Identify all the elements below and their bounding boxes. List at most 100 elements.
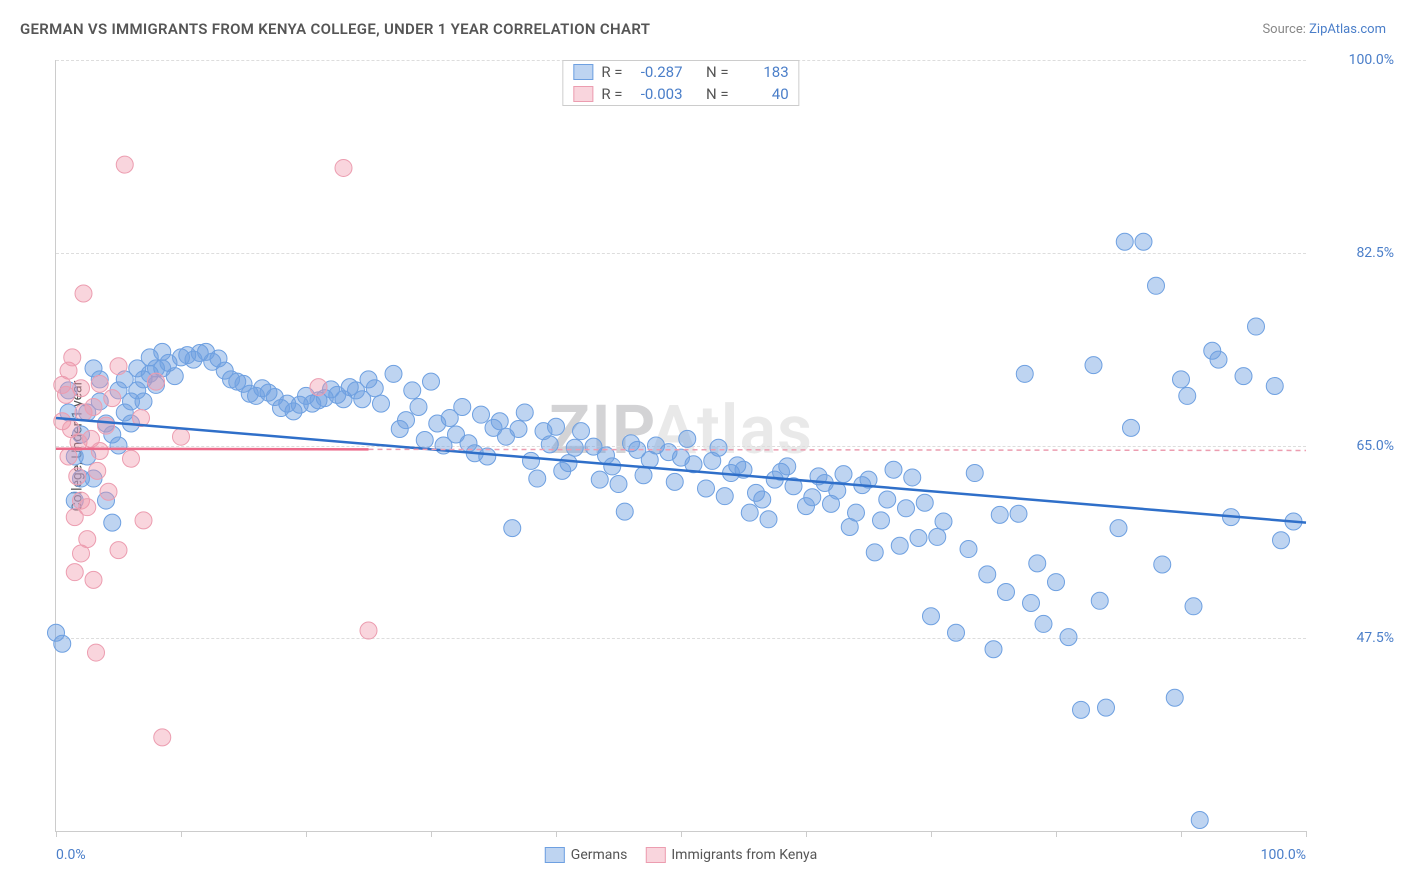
chart-title: GERMAN VS IMMIGRANTS FROM KENYA COLLEGE,… — [20, 20, 650, 38]
data-point — [1060, 629, 1077, 646]
data-point — [60, 448, 77, 465]
data-point — [1148, 277, 1165, 294]
data-point — [1073, 701, 1090, 718]
x-tick — [56, 831, 57, 837]
data-point — [1035, 615, 1052, 632]
plot-area: ZIPAtlas 100.0%82.5%65.0%47.5% 0.0%100.0… — [55, 60, 1306, 832]
data-point — [804, 489, 821, 506]
x-tick — [806, 831, 807, 837]
data-point — [89, 462, 106, 479]
data-point — [91, 375, 108, 392]
data-point — [979, 566, 996, 583]
data-point — [335, 159, 352, 176]
data-point — [110, 437, 127, 454]
data-point — [1023, 595, 1040, 612]
legend-correlation: R =-0.287 N =183R =-0.003 N =40 — [562, 60, 799, 106]
legend-row: R =-0.003 N =40 — [563, 83, 798, 105]
trend-line — [56, 449, 369, 450]
data-point — [154, 729, 171, 746]
data-point — [85, 398, 102, 415]
data-point — [760, 511, 777, 528]
data-point — [1123, 419, 1140, 436]
y-tick-label: 100.0% — [1349, 52, 1394, 68]
legend-swatch — [573, 86, 593, 102]
data-point — [123, 450, 140, 467]
data-point — [173, 428, 190, 445]
data-point — [910, 530, 927, 547]
data-point — [54, 635, 71, 652]
data-point — [166, 368, 183, 385]
data-point — [1185, 598, 1202, 615]
data-point — [85, 571, 102, 588]
data-point — [679, 430, 696, 447]
data-point — [935, 513, 952, 530]
data-point — [510, 420, 527, 437]
data-point — [1085, 357, 1102, 374]
data-point — [754, 491, 771, 508]
scatter-svg — [56, 60, 1306, 831]
data-point — [66, 564, 83, 581]
data-point — [310, 379, 327, 396]
data-point — [1135, 233, 1152, 250]
data-point — [591, 471, 608, 488]
data-point — [64, 349, 81, 366]
data-point — [1091, 592, 1108, 609]
data-point — [1266, 378, 1283, 395]
data-point — [410, 398, 427, 415]
data-point — [75, 285, 92, 302]
data-point — [91, 443, 108, 460]
x-tick — [1306, 831, 1307, 837]
data-point — [835, 466, 852, 483]
data-point — [1110, 520, 1127, 537]
source-link[interactable]: ZipAtlas.com — [1309, 22, 1386, 37]
data-point — [148, 373, 165, 390]
data-point — [885, 461, 902, 478]
data-point — [573, 423, 590, 440]
data-point — [454, 398, 471, 415]
data-point — [98, 417, 115, 434]
data-point — [1210, 351, 1227, 368]
data-point — [110, 542, 127, 559]
data-point — [423, 373, 440, 390]
data-point — [960, 541, 977, 558]
x-tick — [556, 831, 557, 837]
data-point — [479, 448, 496, 465]
data-point — [848, 504, 865, 521]
legend-swatch — [645, 847, 665, 863]
data-point — [929, 528, 946, 545]
data-point — [604, 458, 621, 475]
data-point — [373, 395, 390, 412]
x-axis-label: 100.0% — [1261, 847, 1306, 863]
data-point — [1191, 811, 1208, 828]
data-point — [100, 483, 117, 500]
x-tick — [1181, 831, 1182, 837]
y-tick-label: 65.0% — [1356, 438, 1394, 454]
data-point — [666, 473, 683, 490]
data-point — [698, 480, 715, 497]
data-point — [116, 156, 133, 173]
x-tick — [431, 831, 432, 837]
data-point — [1235, 368, 1252, 385]
data-point — [73, 380, 90, 397]
data-point — [58, 386, 75, 403]
data-point — [398, 412, 415, 429]
data-point — [473, 406, 490, 423]
source-label: Source: ZipAtlas.com — [1262, 22, 1386, 37]
data-point — [904, 469, 921, 486]
data-point — [79, 499, 96, 516]
data-point — [1166, 689, 1183, 706]
data-point — [1273, 532, 1290, 549]
data-point — [491, 413, 508, 430]
y-tick-label: 82.5% — [1356, 245, 1394, 261]
data-point — [916, 494, 933, 511]
data-point — [404, 382, 421, 399]
data-point — [1029, 555, 1046, 572]
data-point — [966, 465, 983, 482]
legend-swatch — [545, 847, 565, 863]
data-point — [504, 520, 521, 537]
data-point — [985, 641, 1002, 658]
data-point — [79, 531, 96, 548]
data-point — [948, 624, 965, 641]
data-point — [1048, 574, 1065, 591]
data-point — [541, 436, 558, 453]
